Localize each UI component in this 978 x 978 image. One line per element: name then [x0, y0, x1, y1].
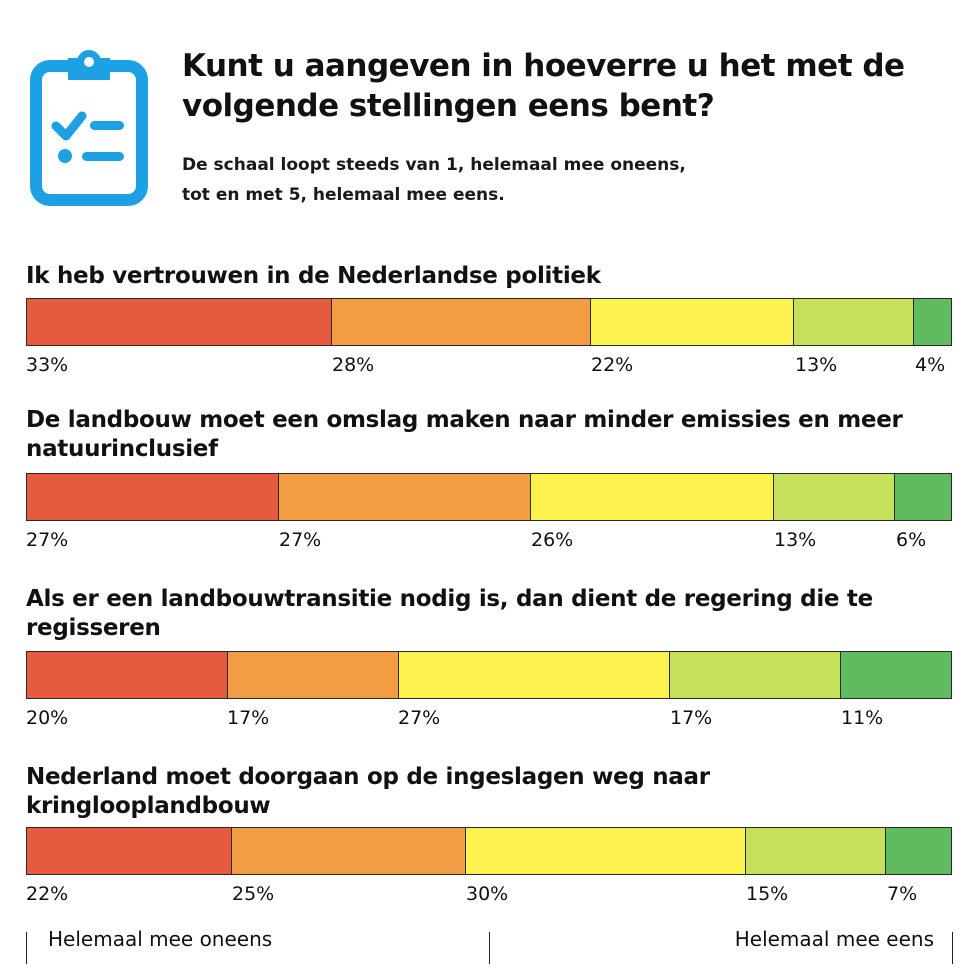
page-subtitle: De schaal loopt steeds van 1, helemaal m…: [182, 150, 942, 210]
stacked-bar: [26, 827, 952, 875]
data-label: 22%: [26, 883, 69, 905]
data-label: 17%: [670, 707, 713, 729]
data-label: 33%: [26, 354, 69, 376]
data-label: 6%: [896, 529, 927, 551]
subtitle-line-1: De schaal loopt steeds van 1, helemaal m…: [182, 155, 686, 175]
bar-segment: [531, 474, 774, 520]
data-label: 22%: [591, 354, 634, 376]
data-label: 7%: [887, 883, 918, 905]
data-label: 27%: [26, 529, 69, 551]
bar-segment: [232, 828, 466, 874]
statement-title: Ik heb vertrouwen in de Nederlandse poli…: [26, 263, 601, 289]
bar-segment: [27, 828, 233, 874]
page-title: Kunt u aangeven in hoeverre u het met de…: [182, 48, 905, 124]
statement-title: Nederland moet doorgaan op de ingeslagen…: [26, 764, 710, 819]
bar-segment: [894, 474, 951, 520]
bar-segment: [840, 652, 951, 698]
stacked-bar: [26, 298, 952, 346]
scale-tick-middle: [489, 932, 490, 964]
bar-segment: [465, 828, 746, 874]
scale-label-left: Helemaal mee oneens: [48, 927, 273, 951]
bar-segment: [885, 828, 951, 874]
clipboard-checklist-icon: [30, 48, 148, 206]
scale-label-right: Helemaal mee eens: [734, 927, 934, 951]
bar-segment: [27, 474, 279, 520]
data-label: 26%: [531, 529, 574, 551]
data-label: 15%: [746, 883, 789, 905]
data-label: 11%: [841, 707, 884, 729]
bar-segment: [27, 652, 228, 698]
statement-title: Als er een landbouwtransitie nodig is, d…: [26, 586, 873, 641]
bar-segment: [590, 299, 794, 345]
data-label: 13%: [795, 354, 838, 376]
bar-segment: [745, 828, 886, 874]
bar-segment: [398, 652, 670, 698]
data-label: 17%: [227, 707, 270, 729]
statement-title: De landbouw moet een omslag maken naar m…: [26, 407, 903, 462]
bar-segment: [773, 474, 895, 520]
data-label: 27%: [398, 707, 441, 729]
data-label: 20%: [26, 707, 69, 729]
bar-segment: [914, 299, 951, 345]
scale-tick-right: [952, 932, 953, 964]
subtitle-line-2: tot en met 5, helemaal mee eens.: [182, 185, 505, 205]
data-label: 27%: [279, 529, 322, 551]
bar-segment: [227, 652, 399, 698]
data-label: 13%: [774, 529, 817, 551]
bar-segment: [279, 474, 531, 520]
bar-segment: [669, 652, 841, 698]
data-label: 4%: [915, 354, 946, 376]
scale-tick-left: [26, 932, 27, 964]
bar-segment: [793, 299, 914, 345]
bar-segment: [331, 299, 591, 345]
stacked-bar: [26, 651, 952, 699]
data-label: 25%: [232, 883, 275, 905]
stacked-bar: [26, 473, 952, 521]
data-label: 30%: [466, 883, 509, 905]
data-label: 28%: [332, 354, 375, 376]
bar-segment: [27, 299, 332, 345]
